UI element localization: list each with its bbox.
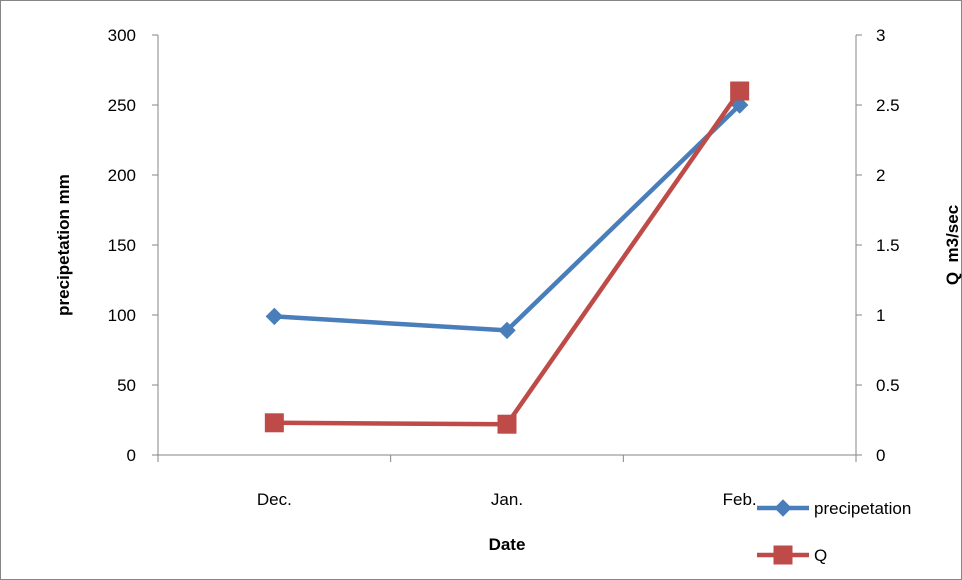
legend-label-precipetation: precipetation [814,499,911,518]
legend-marker-precipetation [774,499,792,517]
data-point-q [264,413,284,433]
y2-tick-label: 3 [876,26,885,45]
y-tick-label: 200 [108,166,136,185]
y2-tick-label: 2.5 [876,96,900,115]
legend-label-q: Q [814,546,827,565]
x-tick-label: Feb. [723,490,757,509]
y2-tick-label: 0.5 [876,376,900,395]
y-tick-label: 0 [127,446,136,465]
x-tick-label: Dec. [257,490,292,509]
y2-tick-label: 1.5 [876,236,900,255]
legend: precipetation Q [757,499,911,565]
y2-tick-label: 1 [876,306,885,325]
y2-axis-title: Q m3/sec [943,205,962,285]
x-axis-title: Date [489,535,526,554]
data-point-q [730,81,750,101]
y2-tick-label: 2 [876,166,885,185]
data-point-precipetation [265,307,284,326]
data-point-q [497,414,517,434]
y-axis-title: precipetation mm [54,174,73,316]
y-tick-label: 50 [117,376,136,395]
y-tick-label: 300 [108,26,136,45]
x-tick-label: Jan. [491,490,523,509]
y-tick-label: 100 [108,306,136,325]
y-tick-label: 250 [108,96,136,115]
y2-tick-label: 0 [876,446,885,465]
ticks: 0 50 100 150 200 250 300 0 0.5 1 1.5 2 2.5 3 Dec. Jan. F… [108,26,900,509]
series-layer [264,81,750,434]
legend-marker-q [773,545,793,565]
y-tick-label: 150 [108,236,136,255]
data-point-precipetation [498,321,516,340]
